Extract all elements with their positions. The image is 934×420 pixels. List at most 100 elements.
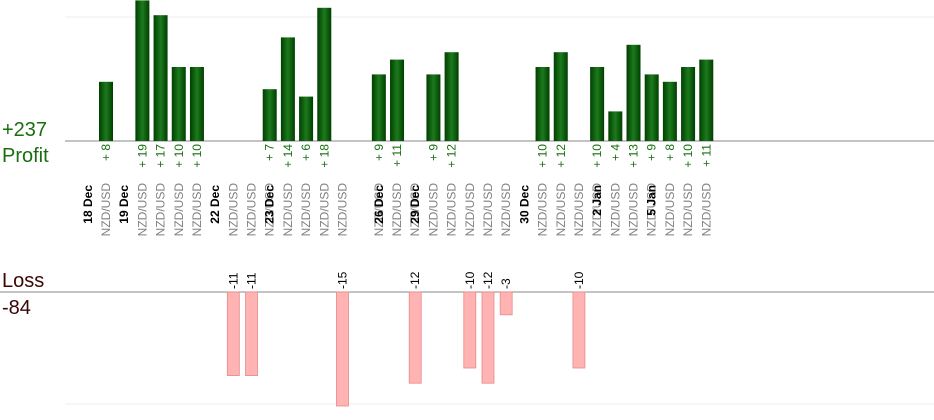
profit-bar xyxy=(99,81,113,141)
pair-label: NZD/USD xyxy=(263,183,277,237)
profit-value-label: + 17 xyxy=(154,144,168,168)
profit-bar xyxy=(426,74,441,141)
date-label: 5 Jan xyxy=(645,185,659,216)
profit-value-label: + 19 xyxy=(135,144,149,168)
pair-label: NZD/USD xyxy=(481,183,495,237)
profit-value-label: + 12 xyxy=(554,144,568,168)
profit-value-label: + 11 xyxy=(699,144,713,167)
date-label: 26 Dec xyxy=(372,185,386,224)
loss-bar xyxy=(499,291,513,316)
profit-bar xyxy=(135,0,150,142)
profit-bar xyxy=(189,67,204,141)
pair-label: NZD/USD xyxy=(390,183,404,237)
loss-bar xyxy=(572,291,586,369)
pair-label: NZD/USD xyxy=(536,183,550,237)
loss-bar xyxy=(245,291,258,376)
pair-label: NZD/USD xyxy=(172,183,186,237)
date-label: 19 Dec xyxy=(117,185,131,224)
pair-label: NZD/USD xyxy=(317,183,331,237)
date-label: 18 Dec xyxy=(81,185,95,224)
date-label: 22 Dec xyxy=(208,185,222,224)
pair-label: NZD/USD xyxy=(245,183,259,237)
pair-label: NZD/USD xyxy=(663,183,677,237)
loss-bar xyxy=(226,291,240,376)
profit-bar xyxy=(608,111,623,141)
pair-label: NZD/USD xyxy=(645,183,659,237)
date-label: 29 Dec xyxy=(408,185,422,224)
pair-label: NZD/USD xyxy=(335,183,349,237)
profit-value-label: + 18 xyxy=(317,144,331,168)
loss-bar xyxy=(408,291,422,384)
pair-label: NZD/USD xyxy=(299,183,313,237)
profit-bar xyxy=(153,15,168,142)
profit-bar xyxy=(590,67,605,141)
profit-value-label: + 14 xyxy=(281,144,295,168)
pair-label: NZD/USD xyxy=(281,183,295,237)
pair-label: NZD/USD xyxy=(572,183,586,237)
pair-label: NZD/USD xyxy=(226,183,240,237)
pair-label: NZD/USD xyxy=(190,183,204,237)
profit-value-label: + 10 xyxy=(536,144,550,168)
bars-layer xyxy=(99,0,714,407)
grid-layer xyxy=(65,16,934,405)
loss-bar xyxy=(481,291,495,384)
profit-value-label: + 8 xyxy=(663,144,677,161)
profit-bar xyxy=(626,44,641,141)
loss-bar xyxy=(463,291,477,369)
pair-label: NZD/USD xyxy=(499,183,513,237)
profit-bar xyxy=(444,52,459,142)
profit-label: Profit xyxy=(2,145,49,167)
profit-bar xyxy=(317,7,332,141)
pair-label: NZD/USD xyxy=(426,183,440,237)
profit-bar xyxy=(171,67,186,141)
loss-bar xyxy=(336,291,349,407)
loss-total: -84 xyxy=(2,297,31,319)
profit-value-label: + 6 xyxy=(299,144,313,161)
loss-value-label: -12 xyxy=(481,271,495,289)
profit-bar xyxy=(299,96,314,141)
date-label: 2 Jan xyxy=(590,185,604,216)
pair-label: NZD/USD xyxy=(627,183,641,237)
profit-value-label: + 9 xyxy=(372,144,386,161)
pair-label: NZD/USD xyxy=(554,183,568,237)
pair-label: NZD/USD xyxy=(445,183,459,237)
profit-bar xyxy=(681,67,696,141)
profit-value-label: + 10 xyxy=(590,144,604,168)
profit-total: +237 xyxy=(2,119,48,141)
profit-bar xyxy=(371,74,386,141)
profit-value-label: + 11 xyxy=(390,144,404,167)
loss-value-label: -10 xyxy=(463,271,477,289)
pair-label: NZD/USD xyxy=(372,183,386,237)
profit-bar xyxy=(699,59,714,141)
loss-value-label: -10 xyxy=(572,271,586,289)
profit-value-label: + 12 xyxy=(445,144,459,168)
labels-layer: + 8 NZD/USD 18 Dec + 19 NZD/USD 19 Dec + 17 NZD… xyxy=(81,144,713,289)
profit-value-label: + 8 xyxy=(99,144,113,161)
profit-value-label: + 7 xyxy=(263,144,277,161)
date-label: 23 Dec xyxy=(263,185,277,224)
profit-bar xyxy=(553,52,568,142)
profit-bar xyxy=(280,37,295,141)
profit-bar xyxy=(535,67,550,141)
profit-bar xyxy=(662,81,677,141)
date-label: 30 Dec xyxy=(517,185,531,224)
pair-label: NZD/USD xyxy=(608,183,622,237)
pair-label: NZD/USD xyxy=(99,183,113,237)
profit-bar xyxy=(262,89,277,141)
pair-label: NZD/USD xyxy=(135,183,149,237)
profit-bar xyxy=(644,74,659,141)
pair-label: NZD/USD xyxy=(408,183,422,237)
loss-value-label: -12 xyxy=(408,271,422,289)
pair-label: NZD/USD xyxy=(681,183,695,237)
loss-label: Loss xyxy=(2,270,45,292)
pair-label: NZD/USD xyxy=(154,183,168,237)
profit-value-label: + 9 xyxy=(645,144,659,161)
pair-label: NZD/USD xyxy=(590,183,604,237)
profit-value-label: + 9 xyxy=(426,144,440,161)
pair-label: NZD/USD xyxy=(699,183,713,237)
profit-value-label: + 13 xyxy=(627,144,641,168)
loss-value-label: -15 xyxy=(335,271,349,289)
profit-value-label: + 10 xyxy=(190,144,204,168)
profit-value-label: + 10 xyxy=(172,144,186,168)
